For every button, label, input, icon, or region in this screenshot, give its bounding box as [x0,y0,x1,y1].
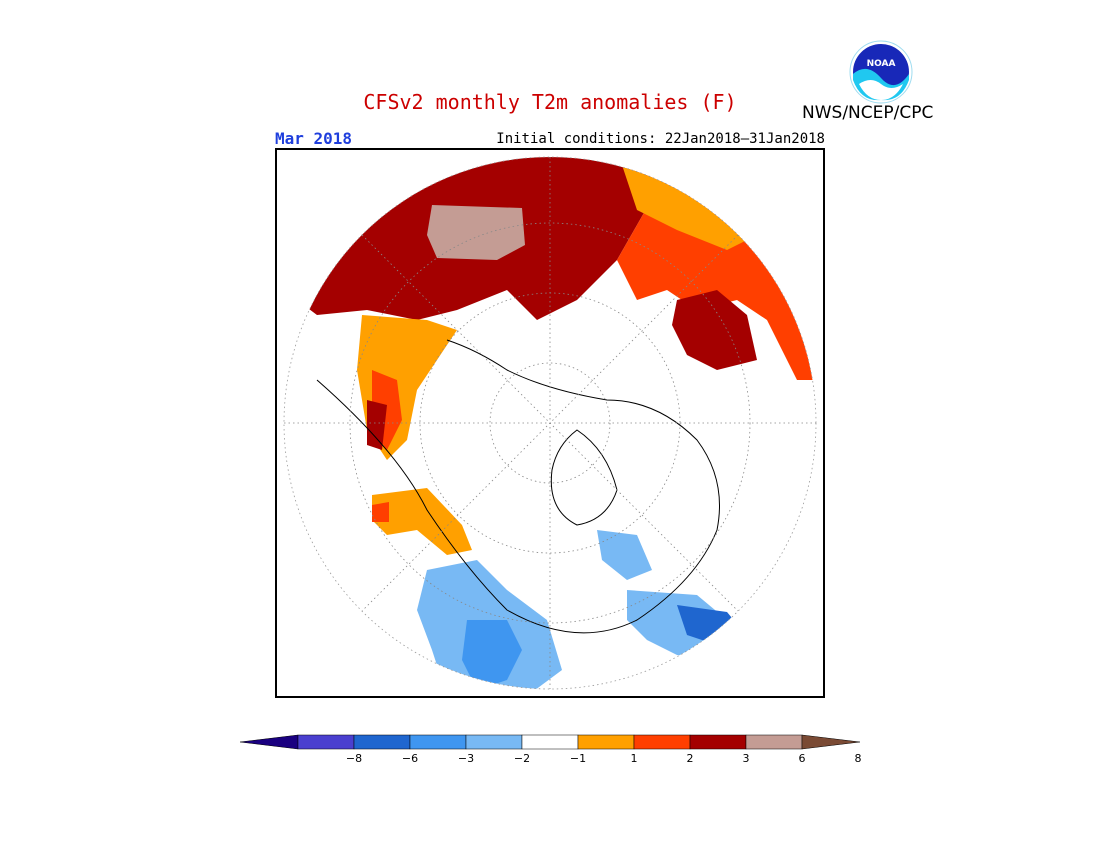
coastline [316,339,720,634]
polar-map-svg [283,156,817,690]
colorbar-tick-label: 6 [798,752,806,765]
colorbar-tick-label: −6 [401,752,419,765]
colorbar-segment [577,734,635,750]
colorbar-tick-label: −2 [513,752,531,765]
noaa-logo-icon: NOAA [849,40,913,104]
colorbar-tick-label: −3 [457,752,475,765]
map-title: CFSv2 monthly T2m anomalies (F) [363,90,737,114]
colorbar-tick-label: 1 [630,752,638,765]
logo-text: NOAA [867,59,896,69]
anomaly-region-8 [427,205,525,260]
colorbar [240,734,860,750]
initial-conditions-label: Initial conditions: 22Jan2018–31Jan2018 [496,131,825,147]
anomaly-region-minus1-russia [597,530,652,580]
anomaly-region-6-east [672,290,757,370]
colorbar-segment [521,734,579,750]
colorbar-segment [353,734,411,750]
colorbar-segment [465,734,523,750]
anomaly-region-minus2-asia [462,620,522,689]
colorbar-tick-label: −8 [345,752,363,765]
valid-month-label: Mar 2018 [275,129,353,148]
colorbar-segment [689,734,747,750]
agency-label: NWS/NCEP/CPC [802,103,934,123]
colorbar-segment [297,734,355,750]
colorbar-arrow-right [801,734,860,750]
colorbar-tick-label: 3 [742,752,750,765]
colorbar-segment [745,734,803,750]
colorbar-segment [409,734,467,750]
colorbar-tick-label: 2 [686,752,694,765]
colorbar-tick-label: 8 [854,752,862,765]
colorbar-arrow-left [240,734,299,750]
colorbar-tick-label: −1 [569,752,587,765]
polar-map [275,148,825,698]
colorbar-segment [633,734,691,750]
anomaly-region-3-europe [372,502,389,522]
coastline-greenland [550,429,618,526]
anomaly-region-6-west [367,400,387,450]
